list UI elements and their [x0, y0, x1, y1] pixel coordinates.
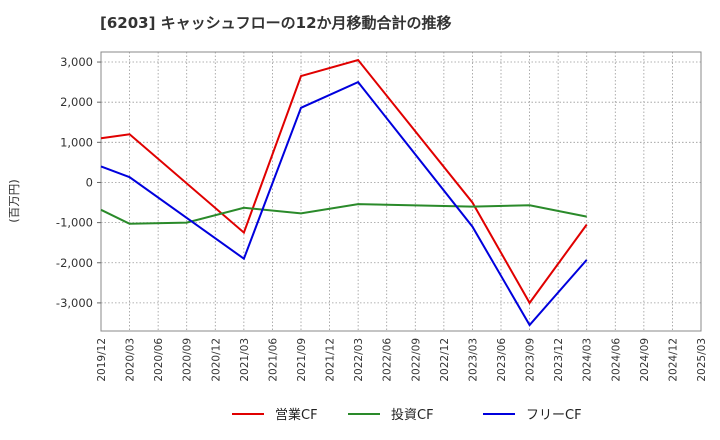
x-tick-label: 2022/03 — [353, 338, 365, 382]
x-tick-label: 2021/06 — [267, 338, 279, 382]
x-tick-label: 2019/12 — [96, 338, 108, 382]
x-tick-label: 2020/06 — [153, 338, 165, 382]
series-line-2 — [100, 80, 588, 327]
x-tick-label: 2024/09 — [639, 338, 651, 382]
x-tick-label: 2022/12 — [439, 338, 451, 382]
plot-border — [100, 51, 702, 332]
x-tick-label: 2020/12 — [210, 338, 222, 382]
x-tick-label: 2023/03 — [467, 338, 479, 382]
y-tick-label: 1,000 — [60, 135, 93, 149]
series-line-0 — [100, 58, 588, 305]
y-tick-label: 3,000 — [60, 55, 93, 69]
x-tick-label: 2021/03 — [239, 338, 251, 382]
x-tick-label: 2023/06 — [496, 338, 508, 382]
y-tick-label: 2,000 — [60, 95, 93, 109]
x-tick-label: 2024/06 — [610, 338, 622, 382]
series-line-1 — [100, 203, 587, 225]
y-tick-label: -1,000 — [56, 216, 93, 230]
x-tick-label: 2021/12 — [325, 338, 337, 382]
x-tick-label: 2024/12 — [667, 338, 679, 382]
axis-layer: 2019/12 2020/03 2020/06 2020/09 2020/12 2021/… — [56, 51, 708, 382]
x-tick-label: 2025/03 — [696, 338, 708, 382]
y-tick-label: -3,000 — [56, 296, 93, 310]
legend-label-1: 投資CF — [391, 407, 434, 423]
legend-label-2: フリーCF — [526, 408, 582, 423]
x-tick-label: 2021/09 — [296, 338, 308, 382]
series-layer — [100, 58, 588, 327]
y-tick-label: 0 — [86, 175, 93, 189]
x-tick-label: 2024/03 — [582, 338, 594, 382]
x-tick-label: 2022/09 — [410, 338, 422, 382]
x-tick-label: 2023/09 — [525, 338, 537, 382]
legend: 営業CF 投資CF フリーCF — [232, 407, 582, 423]
chart-title: [6203] キャッシュフローの12か月移動合計の推移 — [100, 14, 452, 32]
x-tick-label: 2020/09 — [182, 338, 194, 382]
x-tick-label: 2023/12 — [553, 338, 565, 382]
x-tick-label: 2022/06 — [382, 338, 394, 382]
legend-label-0: 営業CF — [275, 407, 318, 423]
grid-layer — [101, 52, 701, 331]
y-tick-label: -2,000 — [56, 256, 93, 270]
y-axis-label: (百万円) — [7, 179, 21, 222]
x-tick-label: 2020/03 — [125, 338, 137, 382]
